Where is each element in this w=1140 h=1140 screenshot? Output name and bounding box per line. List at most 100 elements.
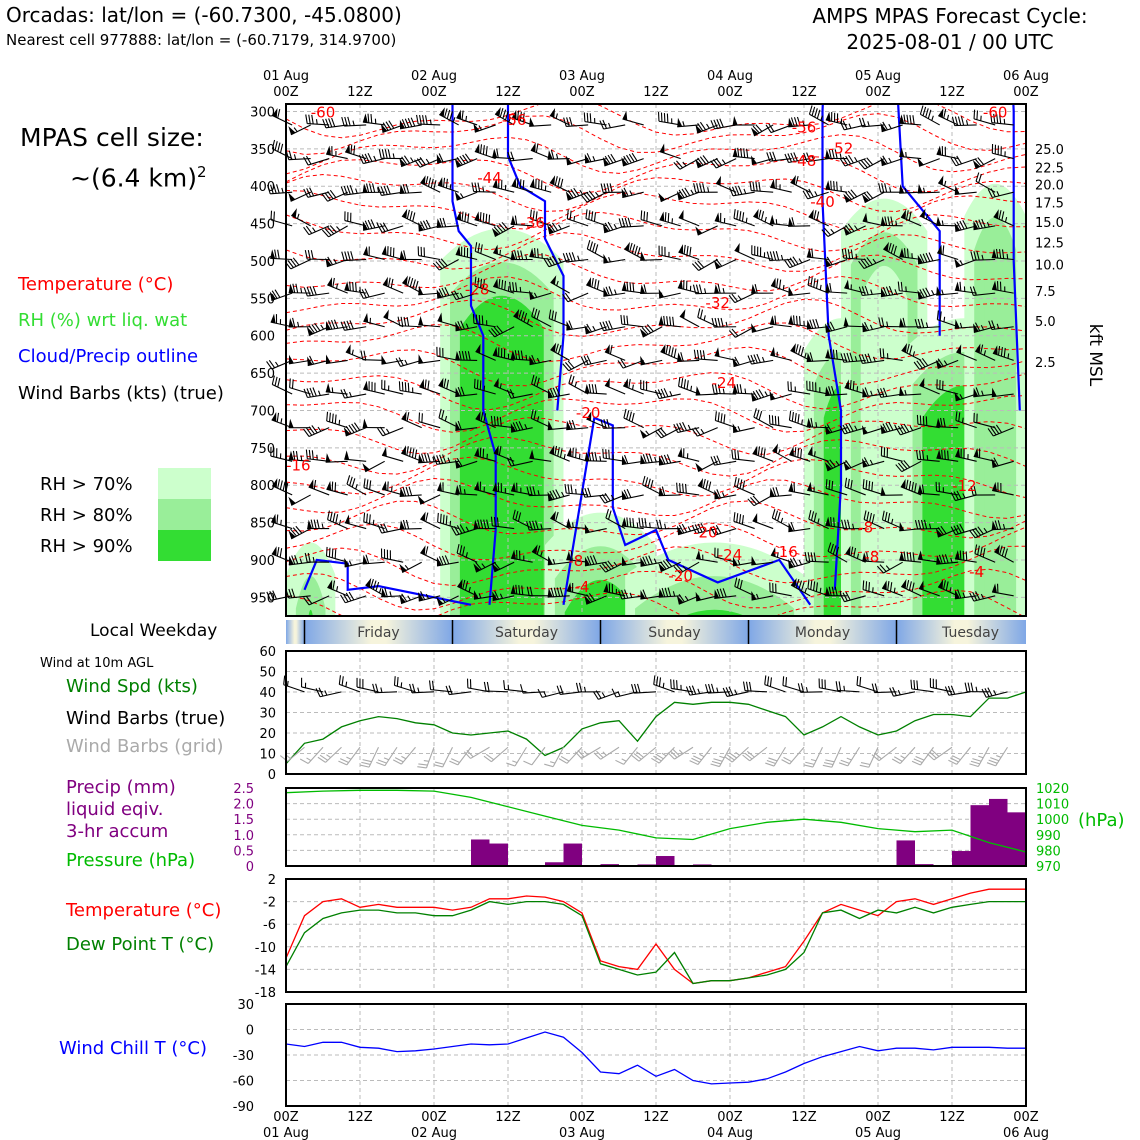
wind-barb-true-full xyxy=(658,677,662,687)
xs-wind-barb xyxy=(878,183,903,193)
xs-wind-barb xyxy=(346,475,367,496)
xs-wind-barb-flag xyxy=(362,183,368,193)
xs-wind-barb xyxy=(363,478,385,496)
xs-wind-barb-staff xyxy=(362,359,385,361)
xs-wind-barb-full xyxy=(741,212,745,222)
xs-wind-barb xyxy=(788,116,811,128)
xs-wind-barb-flag xyxy=(678,244,684,254)
xs-wind-barb-staff xyxy=(733,359,755,368)
xs-wind-barb-full xyxy=(878,183,882,193)
xs-wind-barb-full xyxy=(714,317,718,328)
wind-barb-grid-full xyxy=(970,760,980,765)
xs-wind-barb-flag xyxy=(418,285,424,295)
xs-wind-barb-full xyxy=(647,478,651,488)
wind-barb-grid-staff xyxy=(899,746,916,764)
xs-wind-barb-full xyxy=(699,350,703,360)
xs-wind-barb-full xyxy=(607,560,614,569)
xs-wind-barb-flag xyxy=(954,589,960,599)
xs-wind-barb-full xyxy=(842,120,848,130)
xs-wind-barb-full xyxy=(358,154,364,164)
xs-wind-barb xyxy=(975,343,996,361)
wind-barb-true xyxy=(871,683,897,694)
xs-wind-barb-flag xyxy=(676,525,683,535)
xs-wind-barb-flag xyxy=(992,345,998,355)
weekday-friday: Friday xyxy=(357,625,399,641)
xs-wind-barb-staff xyxy=(938,115,959,126)
xs-wind-barb-full xyxy=(291,379,294,389)
xs-wind-barb xyxy=(900,209,922,227)
xs-wind-barb-half xyxy=(432,456,435,462)
xs-wind-barb-full xyxy=(383,523,389,533)
xs-wind-barb-flag xyxy=(954,281,960,291)
xs-wind-barb xyxy=(714,489,737,500)
xs-wind-barb xyxy=(401,445,422,462)
xs-wind-barb xyxy=(381,355,404,365)
xs-wind-barb xyxy=(602,153,626,167)
xs-wind-barb-full xyxy=(440,258,448,267)
xs-wind-barb-full xyxy=(303,388,308,398)
xs-wind-barb-staff xyxy=(363,158,385,165)
xs-wind-barb-full xyxy=(787,381,789,391)
xs-wind-barb-staff xyxy=(381,488,404,496)
xs-wind-barb-full xyxy=(328,547,331,557)
xs-wind-barb-full xyxy=(832,545,837,555)
xs-wind-barb-full xyxy=(494,590,500,600)
xs-wind-barb-full xyxy=(504,111,509,121)
xs-wind-barb-full xyxy=(720,317,724,328)
wind-barb-true xyxy=(981,687,1008,698)
xs-wind-barb-half xyxy=(338,519,342,526)
xs-wind-barb-full xyxy=(788,411,792,421)
wind-barb-true-full xyxy=(710,683,715,693)
xs-wind-barb-full xyxy=(903,551,906,561)
xs-wind-barb xyxy=(714,588,737,600)
xs-wind-barb-staff xyxy=(937,319,959,328)
xs-wind-barb-flag xyxy=(622,110,628,121)
xs-wind-barb xyxy=(474,447,496,462)
xs-wind-barb xyxy=(987,188,1014,199)
xs-wind-barb-flag xyxy=(640,355,646,365)
xs-wind-barb-full xyxy=(738,514,742,524)
wind-barb-true-half xyxy=(843,685,846,691)
xs-wind-barb xyxy=(807,481,829,496)
xs-wind-barb xyxy=(991,520,1014,531)
wind-barb-grid-full xyxy=(860,762,871,766)
xs-wind-barb-full xyxy=(977,545,980,555)
xs-wind-barb-staff xyxy=(549,318,570,328)
wind-barb-grid-staff xyxy=(749,746,768,762)
xs-wind-barb-full xyxy=(313,479,317,490)
xs-wind-barb-full xyxy=(352,281,354,292)
xs-wind-barb-full xyxy=(350,251,354,261)
xs-wind-barb-full xyxy=(771,415,774,425)
xs-wind-barb-full xyxy=(863,192,871,201)
xs-wind-barb-half xyxy=(312,556,315,563)
xs-wind-barb-staff xyxy=(381,528,404,534)
xs-wind-barb-full xyxy=(383,185,388,195)
temperature-contour xyxy=(286,322,1026,363)
xs-wind-barb-full xyxy=(663,315,666,326)
wind-barb-true xyxy=(301,677,324,693)
pressure-ytick: 980 xyxy=(1036,844,1061,859)
wind-barbs-grid-label: Wind Barbs (grid) xyxy=(66,736,224,757)
wind-barb-true-staff xyxy=(726,691,749,697)
xs-wind-barb xyxy=(580,355,607,366)
xs-wind-barb-flag xyxy=(919,377,925,388)
wind-barb-true-half xyxy=(993,689,997,696)
wind-barb-grid-full xyxy=(951,755,961,761)
wind-barb-true-staff xyxy=(930,686,953,693)
xs-wind-barb-full xyxy=(972,591,978,601)
temperature-contour xyxy=(286,436,1026,477)
wind-barb-grid-staff xyxy=(566,746,583,764)
xs-wind-barb-flag xyxy=(420,545,426,555)
temperature-contour xyxy=(286,477,1026,519)
xs-wind-barb-full xyxy=(831,149,835,159)
xs-wind-barb-full xyxy=(736,578,741,588)
wind-barb-true-staff xyxy=(764,684,786,693)
xs-wind-barb-full xyxy=(717,412,720,422)
temperature-contour-label: -36 xyxy=(520,214,545,232)
xs-wind-barb-full xyxy=(719,118,724,128)
xs-wind-barb xyxy=(731,449,755,462)
xs-wind-barb-staff xyxy=(640,219,663,227)
xs-wind-barb-full xyxy=(813,278,816,288)
xs-wind-barb-flag xyxy=(325,383,331,393)
xs-wind-barb-full xyxy=(731,186,737,196)
